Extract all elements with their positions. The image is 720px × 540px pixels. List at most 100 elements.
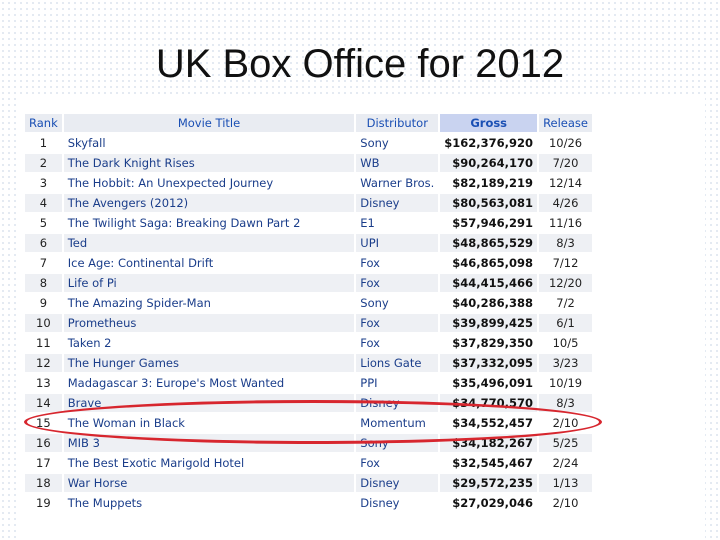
distributor-cell[interactable]: Lions Gate xyxy=(356,354,439,372)
distributor-cell[interactable]: Warner Bros. xyxy=(356,174,439,192)
distributor-cell[interactable]: PPI xyxy=(356,374,439,392)
title-cell[interactable]: The Muppets xyxy=(63,494,355,512)
distributor-cell[interactable]: Fox xyxy=(356,334,439,352)
gross-cell: $34,182,267 xyxy=(440,434,538,452)
rank-cell: 1 xyxy=(25,134,62,152)
slide-title-text: UK Box Office for 2012 xyxy=(155,42,565,86)
distributor-cell[interactable]: Sony xyxy=(356,434,439,452)
distributor-cell[interactable]: Disney xyxy=(356,394,439,412)
header-release[interactable]: Release xyxy=(539,114,592,132)
gross-cell: $39,899,425 xyxy=(440,314,538,332)
distributor-cell[interactable]: Fox xyxy=(356,454,439,472)
release-cell: 2/24 xyxy=(539,454,592,472)
table-row: 10 Prometheus Fox $39,899,425 6/1 xyxy=(25,314,592,332)
header-gross[interactable]: Gross xyxy=(440,114,538,132)
release-cell: 7/12 xyxy=(539,254,592,272)
table-row: 4 The Avengers (2012) Disney $80,563,081 4/2… xyxy=(25,194,592,212)
header-distributor[interactable]: Distributor xyxy=(356,114,439,132)
table-row: 18 War Horse Disney $29,572,235 1/13 xyxy=(25,474,592,492)
release-cell: 12/20 xyxy=(539,274,592,292)
rank-cell: 11 xyxy=(25,334,62,352)
table-row: 19 The Muppets Disney $27,029,046 2/10 xyxy=(25,494,592,512)
box-office-table: Rank Movie Title Distributor Gross Relea… xyxy=(23,112,594,514)
title-cell[interactable]: The Avengers (2012) xyxy=(63,194,355,212)
release-cell: 10/5 xyxy=(539,334,592,352)
title-cell[interactable]: War Horse xyxy=(63,474,355,492)
release-cell: 7/2 xyxy=(539,294,592,312)
table-row: 9 The Amazing Spider-Man Sony $40,286,388 7/… xyxy=(25,294,592,312)
rank-cell: 10 xyxy=(25,314,62,332)
distributor-cell[interactable]: Fox xyxy=(356,314,439,332)
distributor-cell[interactable]: E1 xyxy=(356,214,439,232)
gross-cell: $27,029,046 xyxy=(440,494,538,512)
title-cell[interactable]: Prometheus xyxy=(63,314,355,332)
gross-cell: $37,829,350 xyxy=(440,334,538,352)
title-cell[interactable]: Life of Pi xyxy=(63,274,355,292)
table-row: 6 Ted UPI $48,865,529 8/3 xyxy=(25,234,592,252)
rank-cell: 9 xyxy=(25,294,62,312)
title-cell[interactable]: The Hobbit: An Unexpected Journey xyxy=(63,174,355,192)
rank-cell: 16 xyxy=(25,434,62,452)
gross-cell: $32,545,467 xyxy=(440,454,538,472)
rank-cell: 7 xyxy=(25,254,62,272)
title-cell[interactable]: Skyfall xyxy=(63,134,355,152)
rank-cell: 3 xyxy=(25,174,62,192)
distributor-cell[interactable]: Disney xyxy=(356,494,439,512)
distributor-cell[interactable]: Fox xyxy=(356,254,439,272)
gross-cell: $162,376,920 xyxy=(440,134,538,152)
rank-cell: 17 xyxy=(25,454,62,472)
title-cell[interactable]: Ted xyxy=(63,234,355,252)
table-row: 8 Life of Pi Fox $44,415,466 12/20 xyxy=(25,274,592,292)
title-cell[interactable]: Madagascar 3: Europe's Most Wanted xyxy=(63,374,355,392)
table-row: 14 Brave Disney $34,770,570 8/3 xyxy=(25,394,592,412)
right-blank-area xyxy=(594,96,705,540)
distributor-cell[interactable]: Disney xyxy=(356,194,439,212)
table-row: 2 The Dark Knight Rises WB $90,264,170 7/20 xyxy=(25,154,592,172)
header-movie-title[interactable]: Movie Title xyxy=(63,114,355,132)
release-cell: 12/14 xyxy=(539,174,592,192)
distributor-cell[interactable]: Sony xyxy=(356,294,439,312)
table-row: 15 The Woman in Black Momentum $34,552,457 2… xyxy=(25,414,592,432)
title-cell[interactable]: Taken 2 xyxy=(63,334,355,352)
title-cell[interactable]: The Dark Knight Rises xyxy=(63,154,355,172)
rank-cell: 18 xyxy=(25,474,62,492)
rank-cell: 14 xyxy=(25,394,62,412)
release-cell: 2/10 xyxy=(539,494,592,512)
release-cell: 8/3 xyxy=(539,234,592,252)
gross-cell: $34,770,570 xyxy=(440,394,538,412)
table-body: 1 Skyfall Sony $162,376,920 10/26 2 The Dark K… xyxy=(25,134,592,512)
gross-cell: $90,264,170 xyxy=(440,154,538,172)
table-row: 5 The Twilight Saga: Breaking Dawn Part 2… xyxy=(25,214,592,232)
table-row: 12 The Hunger Games Lions Gate $37,332,095 3… xyxy=(25,354,592,372)
rank-cell: 19 xyxy=(25,494,62,512)
gross-cell: $34,552,457 xyxy=(440,414,538,432)
rank-cell: 8 xyxy=(25,274,62,292)
distributor-cell[interactable]: Disney xyxy=(356,474,439,492)
title-cell[interactable]: The Woman in Black xyxy=(63,414,355,432)
header-rank[interactable]: Rank xyxy=(25,114,62,132)
distributor-cell[interactable]: UPI xyxy=(356,234,439,252)
title-cell[interactable]: The Twilight Saga: Breaking Dawn Part 2 xyxy=(63,214,355,232)
table-row: 11 Taken 2 Fox $37,829,350 10/5 xyxy=(25,334,592,352)
table-row: 16 MIB 3 Sony $34,182,267 5/25 xyxy=(25,434,592,452)
distributor-cell[interactable]: Fox xyxy=(356,274,439,292)
rank-cell: 2 xyxy=(25,154,62,172)
title-cell[interactable]: The Amazing Spider-Man xyxy=(63,294,355,312)
release-cell: 10/26 xyxy=(539,134,592,152)
distributor-cell[interactable]: Momentum xyxy=(356,414,439,432)
gross-cell: $80,563,081 xyxy=(440,194,538,212)
rank-cell: 4 xyxy=(25,194,62,212)
title-cell[interactable]: Ice Age: Continental Drift xyxy=(63,254,355,272)
release-cell: 8/3 xyxy=(539,394,592,412)
title-cell[interactable]: MIB 3 xyxy=(63,434,355,452)
title-cell[interactable]: The Best Exotic Marigold Hotel xyxy=(63,454,355,472)
slide-title: UK Box Office for 2012 xyxy=(0,42,720,87)
rank-cell: 13 xyxy=(25,374,62,392)
distributor-cell[interactable]: Sony xyxy=(356,134,439,152)
title-cell[interactable]: The Hunger Games xyxy=(63,354,355,372)
rank-cell: 5 xyxy=(25,214,62,232)
release-cell: 1/13 xyxy=(539,474,592,492)
gross-cell: $40,286,388 xyxy=(440,294,538,312)
title-cell[interactable]: Brave xyxy=(63,394,355,412)
distributor-cell[interactable]: WB xyxy=(356,154,439,172)
